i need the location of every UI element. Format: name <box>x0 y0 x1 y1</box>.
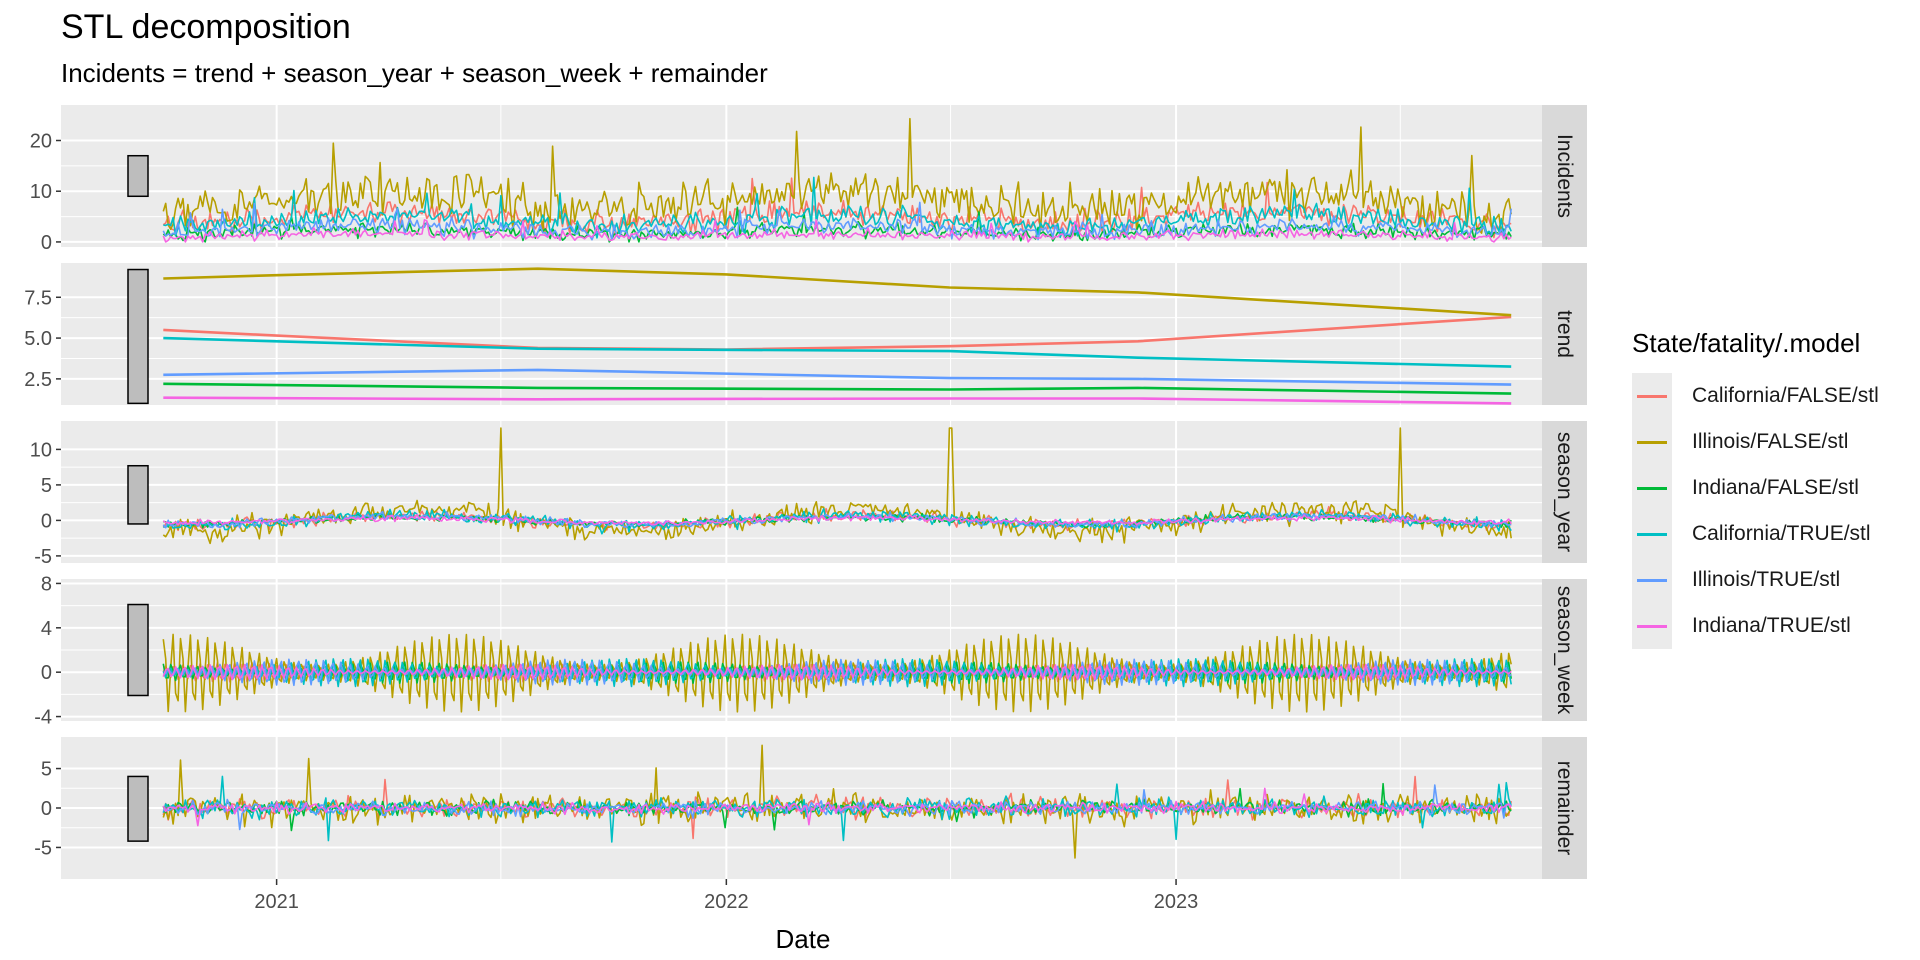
y-tick-label: 0 <box>41 662 52 684</box>
series-line-indiana-true-stl <box>162 663 1512 681</box>
y-tick-label: 8 <box>41 573 52 595</box>
series-line-illinois-true-stl <box>162 201 1512 241</box>
facet-strip-label: Incidents <box>1553 134 1576 218</box>
series-lines <box>162 427 1512 545</box>
y-tick-label: 0 <box>41 510 52 532</box>
panel-trend: 2.5 5.0 7.5 trend <box>24 263 1587 405</box>
series-line-indiana-false-stl <box>163 382 1512 395</box>
chart-subtitle: Incidents = trend + season_year + season… <box>61 58 768 88</box>
series-line-illinois-false-stl <box>162 117 1512 236</box>
x-tick-label: 2021 <box>254 891 299 913</box>
legend-label: California/TRUE/stl <box>1692 522 1871 545</box>
panel-background <box>61 263 1542 405</box>
facet-strip <box>1542 105 1587 247</box>
panel-season-year: -5 0 5 10 season_year <box>30 421 1587 568</box>
scale-bar <box>127 464 149 525</box>
legend-item: Illinois/TRUE/stl <box>1632 557 1879 603</box>
series-lines <box>162 117 1512 243</box>
facet-strip <box>1542 263 1587 405</box>
facet-strip-label: remainder <box>1553 761 1576 856</box>
x-axis-label: Date <box>776 924 831 954</box>
series-line-illinois-true-stl <box>163 368 1512 386</box>
y-tick-label: -5 <box>34 837 52 859</box>
series-line-illinois-true-stl <box>163 658 1512 687</box>
y-tick-label: 5.0 <box>24 328 52 350</box>
y-tick-label: 0 <box>41 798 52 820</box>
legend-item: California/FALSE/stl <box>1632 373 1879 419</box>
legend-item: Indiana/TRUE/stl <box>1632 603 1879 649</box>
legend-title: State/fatality/.model <box>1632 328 1861 358</box>
legend-key <box>1632 419 1672 465</box>
scale-bar <box>127 154 149 198</box>
legend-item: Indiana/FALSE/stl <box>1632 465 1879 511</box>
chart-title: STL decomposition <box>61 8 351 46</box>
facet-strip-label: trend <box>1553 310 1576 358</box>
y-tick-label: 0 <box>41 232 52 254</box>
facet-strip <box>1542 579 1587 721</box>
y-tick-label: -4 <box>34 707 52 729</box>
scale-bar <box>127 775 149 842</box>
legend-label: Illinois/FALSE/stl <box>1692 430 1849 453</box>
panel-remainder: -5 0 5 remainder <box>34 737 1587 879</box>
legend-key-line <box>1637 441 1667 444</box>
legend-key <box>1632 465 1672 511</box>
y-tick-label: 7.5 <box>24 287 52 309</box>
facet-strip-label: season_week <box>1553 586 1576 715</box>
series-lines <box>163 267 1512 405</box>
y-tick-label: 5 <box>41 475 52 497</box>
legend-key-line <box>1637 625 1667 628</box>
series-lines <box>162 744 1512 859</box>
scale-bar <box>127 603 149 697</box>
legend-key <box>1632 603 1672 649</box>
facet-strip-label: season_year <box>1553 432 1576 552</box>
panel-background <box>61 421 1542 563</box>
legend-key-line <box>1637 579 1667 582</box>
series-line-california-true-stl <box>163 336 1512 368</box>
series-line-indiana-true-stl <box>162 513 1512 526</box>
y-tick-label: -5 <box>34 546 52 568</box>
series-line-illinois-false-stl <box>163 267 1512 317</box>
legend-item: California/TRUE/stl <box>1632 511 1879 557</box>
legend-key <box>1632 557 1672 603</box>
panel-Incidents: 0 10 20 Incidents <box>30 105 1587 254</box>
series-line-indiana-true-stl <box>163 396 1512 405</box>
legend-key-line <box>1637 395 1667 398</box>
legend-items: California/FALSE/stl Illinois/FALSE/stl In… <box>1632 373 1879 649</box>
legend: State/fatality/.model California/FALSE/s… <box>1632 328 1879 649</box>
scale-bar <box>127 268 149 405</box>
y-tick-label: 2.5 <box>24 369 52 391</box>
facet-strip <box>1542 737 1587 879</box>
legend-label: Indiana/TRUE/stl <box>1692 614 1851 637</box>
series-line-illinois-false-stl <box>162 633 1512 713</box>
facet-strip <box>1542 421 1587 563</box>
series-line-indiana-true-stl <box>162 218 1512 243</box>
y-tick-label: 10 <box>30 439 52 461</box>
y-tick-label: 10 <box>30 181 52 203</box>
legend-item: Illinois/FALSE/stl <box>1632 419 1879 465</box>
legend-label: Illinois/TRUE/stl <box>1692 568 1841 591</box>
legend-key-line <box>1637 487 1667 490</box>
series-lines <box>162 633 1512 713</box>
legend-key-line <box>1637 533 1667 536</box>
legend-key <box>1632 373 1672 419</box>
x-tick-label: 2023 <box>1154 891 1199 913</box>
y-tick-label: 5 <box>41 759 52 781</box>
series-line-indiana-true-stl <box>162 787 1512 827</box>
legend-label: California/FALSE/stl <box>1692 384 1879 407</box>
legend-key <box>1632 511 1672 557</box>
legend-label: Indiana/FALSE/stl <box>1692 476 1859 499</box>
x-tick-label: 2022 <box>704 891 749 913</box>
panel-season-week: -4 0 4 8 season_week <box>34 573 1587 729</box>
y-tick-label: 20 <box>30 131 52 153</box>
y-tick-label: 4 <box>41 618 52 640</box>
